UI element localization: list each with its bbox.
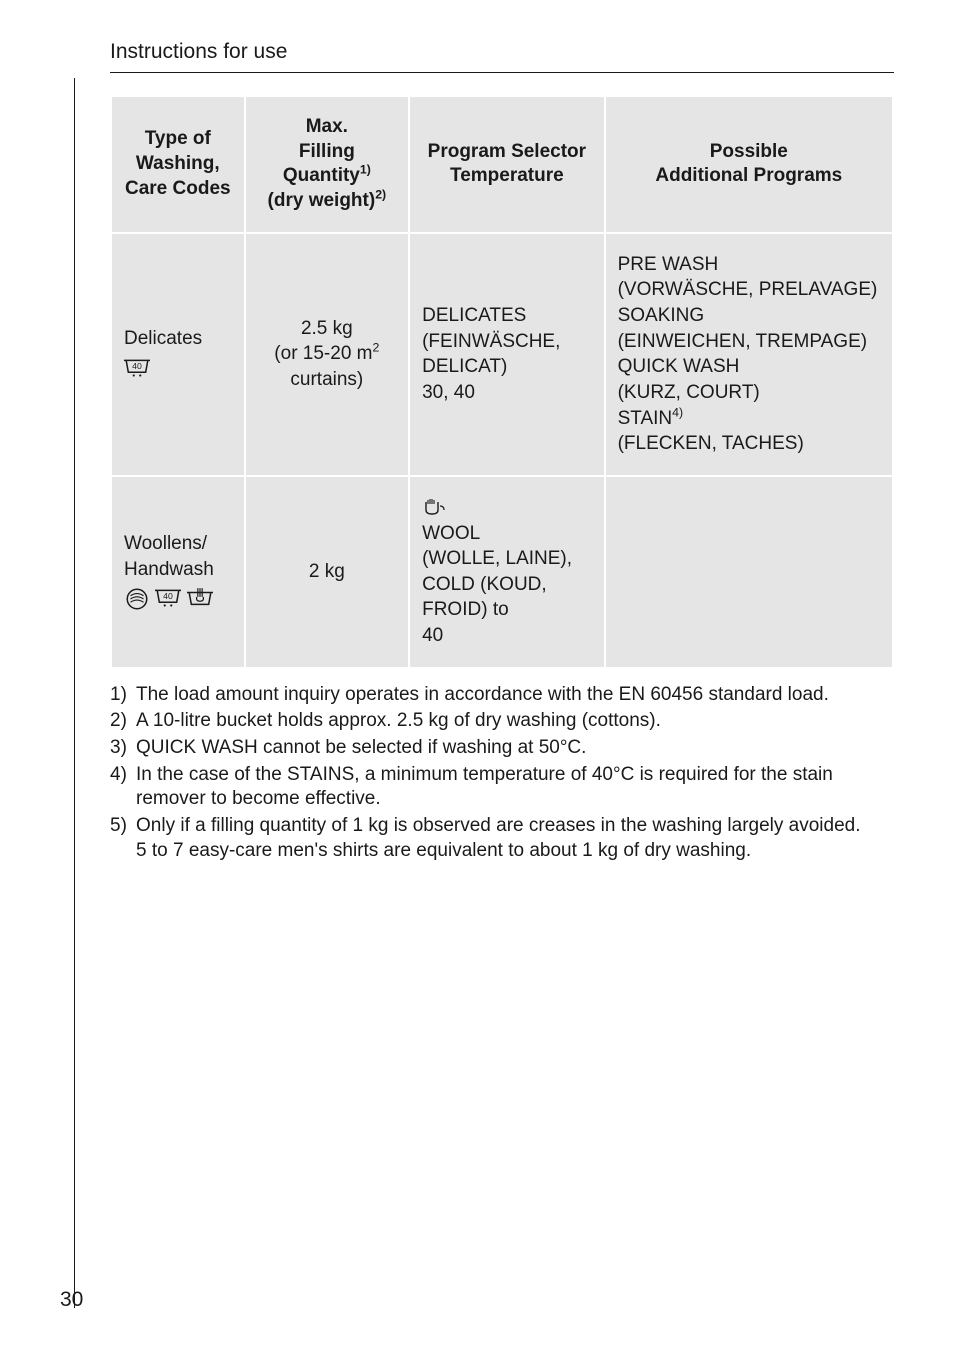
selector-line: DELICATES bbox=[422, 305, 526, 326]
tub40dots-icon bbox=[124, 358, 150, 379]
footnotes: 1)The load amount inquiry operates in ac… bbox=[110, 683, 894, 864]
footnote: 2)A 10-litre bucket holds approx. 2.5 kg… bbox=[110, 709, 894, 734]
addl-line: (VORWÄSCHE, PRELAVAGE) bbox=[618, 279, 878, 300]
footnote: 3)QUICK WASH cannot be selected if washi… bbox=[110, 736, 894, 761]
cell-selector: DELICATES (FEINWÄSCHE, DELICAT) 30, 40 bbox=[410, 234, 604, 475]
selector-line: (FEINWÄSCHE, bbox=[422, 331, 560, 352]
header-rule bbox=[110, 72, 894, 73]
footnote-num: 4) bbox=[110, 763, 136, 812]
addl-line: (EINWEICHEN, TREMPAGE) bbox=[618, 331, 867, 352]
cell-type: Woollens/Handwash bbox=[112, 477, 244, 667]
table-body: Delicates 2.5 kg (or 15-20 m2 curtains) DEL… bbox=[112, 234, 892, 667]
cell-quantity: 2.5 kg (or 15-20 m2 curtains) bbox=[246, 234, 409, 475]
text: Care Codes bbox=[125, 178, 231, 199]
text: Max. bbox=[306, 116, 348, 137]
tub40dots-icon bbox=[155, 588, 181, 609]
care-code-glyphs bbox=[124, 356, 232, 382]
page-number: 30 bbox=[60, 1288, 83, 1312]
footnote-num: 1) bbox=[110, 683, 136, 708]
text: Temperature bbox=[450, 165, 564, 186]
programs-table: Type of Washing, Care Codes Max. Filling… bbox=[110, 95, 894, 669]
text: (dry weight) bbox=[268, 190, 376, 211]
footnote-num: 3) bbox=[110, 736, 136, 761]
text: Filling Quantity bbox=[283, 141, 360, 187]
footnote-num: 2) bbox=[110, 709, 136, 734]
col-header-selector: Program Selector Temperature bbox=[410, 97, 604, 232]
col-header-type: Type of Washing, Care Codes bbox=[112, 97, 244, 232]
text: Possible bbox=[710, 141, 788, 162]
table-row: Woollens/Handwash 2 kg WOOL (WOLLE, LAINE)… bbox=[112, 477, 892, 667]
addl-line: PRE WASH bbox=[618, 254, 719, 275]
cell-additional: PRE WASH (VORWÄSCHE, PRELAVAGE) SOAKING (EI… bbox=[606, 234, 892, 475]
footnote-text: In the case of the STAINS, a minimum tem… bbox=[136, 763, 894, 812]
addl-line: STAIN bbox=[618, 408, 673, 429]
page: Instructions for use Type of Washing, Ca… bbox=[0, 0, 954, 1352]
sup: 2 bbox=[373, 341, 380, 355]
text: Additional Programs bbox=[655, 165, 842, 186]
handwash-icon bbox=[187, 588, 213, 609]
sup: 2) bbox=[375, 188, 386, 202]
footnote: 5)Only if a filling quantity of 1 kg is … bbox=[110, 814, 894, 863]
addl-line: (KURZ, COURT) bbox=[618, 382, 760, 403]
sup: 1) bbox=[360, 163, 371, 177]
sup: 4) bbox=[672, 405, 683, 419]
table-header-row: Type of Washing, Care Codes Max. Filling… bbox=[112, 97, 892, 232]
handwool-icon bbox=[422, 497, 446, 518]
footnote-subtext: 5 to 7 easy-care men's shirts are equiva… bbox=[136, 840, 751, 861]
selector-line: DELICAT) bbox=[422, 356, 507, 377]
cell-type: Delicates bbox=[112, 234, 244, 475]
footnote-text: QUICK WASH cannot be selected if washing… bbox=[136, 736, 894, 761]
qty-line: 2.5 kg bbox=[301, 318, 353, 339]
cell-additional bbox=[606, 477, 892, 667]
selector-line: (WOLLE, LAINE), bbox=[422, 548, 572, 569]
addl-line: (FLECKEN, TACHES) bbox=[618, 433, 804, 454]
selector-line: COLD (KOUD, FROID) to bbox=[422, 574, 547, 621]
qty-line: (or 15-20 m bbox=[274, 343, 372, 364]
care-code-glyphs bbox=[124, 586, 232, 612]
footnote: 1)The load amount inquiry operates in ac… bbox=[110, 683, 894, 708]
selector-line: 40 bbox=[422, 625, 443, 646]
selector-line: WOOL bbox=[422, 523, 480, 544]
footnote-text: A 10-litre bucket holds approx. 2.5 kg o… bbox=[136, 709, 894, 734]
addl-line: SOAKING bbox=[618, 305, 705, 326]
col-header-quantity: Max. Filling Quantity1) (dry weight)2) bbox=[246, 97, 409, 232]
text: Washing, bbox=[136, 153, 220, 174]
qty-line: curtains) bbox=[290, 369, 363, 390]
footnote-text: Only if a filling quantity of 1 kg is ob… bbox=[136, 814, 894, 863]
cell-selector: WOOL (WOLLE, LAINE), COLD (KOUD, FROID) to… bbox=[410, 477, 604, 667]
left-margin-rule bbox=[74, 78, 75, 1308]
page-title: Instructions for use bbox=[110, 40, 894, 64]
type-label: Delicates bbox=[124, 328, 202, 349]
wool-icon bbox=[124, 588, 150, 609]
type-label: Woollens/Handwash bbox=[124, 533, 214, 580]
qty-line: 2 kg bbox=[309, 561, 345, 582]
table-row: Delicates 2.5 kg (or 15-20 m2 curtains) DEL… bbox=[112, 234, 892, 475]
footnote-num: 5) bbox=[110, 814, 136, 863]
addl-line: QUICK WASH bbox=[618, 356, 740, 377]
footnote-text: The load amount inquiry operates in acco… bbox=[136, 683, 894, 708]
footnote: 4)In the case of the STAINS, a minimum t… bbox=[110, 763, 894, 812]
text: Type of bbox=[145, 128, 211, 149]
selector-line: 30, 40 bbox=[422, 382, 475, 403]
col-header-additional: Possible Additional Programs bbox=[606, 97, 892, 232]
text: Program Selector bbox=[428, 141, 586, 162]
cell-quantity: 2 kg bbox=[246, 477, 409, 667]
